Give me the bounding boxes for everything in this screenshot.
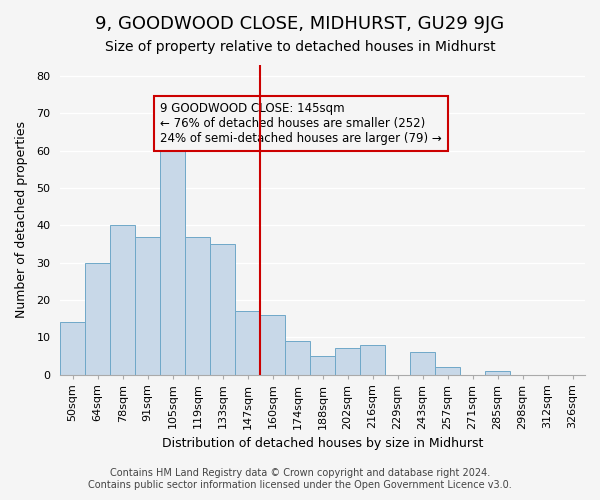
Bar	[60, 322, 85, 374]
Bar	[360, 344, 385, 374]
X-axis label: Distribution of detached houses by size in Midhurst: Distribution of detached houses by size …	[162, 437, 483, 450]
Bar	[135, 236, 160, 374]
Bar	[160, 136, 185, 374]
Bar	[335, 348, 360, 374]
Text: Size of property relative to detached houses in Midhurst: Size of property relative to detached ho…	[104, 40, 496, 54]
Bar	[485, 371, 510, 374]
Bar	[110, 226, 135, 374]
Bar	[285, 341, 310, 374]
Bar	[410, 352, 435, 374]
Bar	[260, 315, 285, 374]
Bar	[210, 244, 235, 374]
Y-axis label: Number of detached properties: Number of detached properties	[15, 122, 28, 318]
Bar	[235, 311, 260, 374]
Bar	[310, 356, 335, 374]
Text: 9, GOODWOOD CLOSE, MIDHURST, GU29 9JG: 9, GOODWOOD CLOSE, MIDHURST, GU29 9JG	[95, 15, 505, 33]
Bar	[435, 367, 460, 374]
Bar	[185, 236, 210, 374]
Text: 9 GOODWOOD CLOSE: 145sqm
← 76% of detached houses are smaller (252)
24% of semi-: 9 GOODWOOD CLOSE: 145sqm ← 76% of detach…	[160, 102, 442, 145]
Bar	[85, 262, 110, 374]
Text: Contains HM Land Registry data © Crown copyright and database right 2024.
Contai: Contains HM Land Registry data © Crown c…	[88, 468, 512, 490]
